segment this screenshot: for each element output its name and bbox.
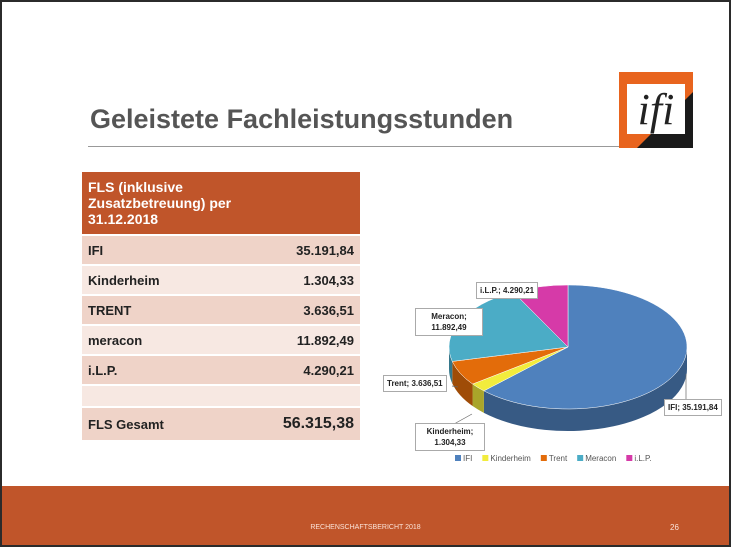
row-value: 56.315,38 (224, 408, 360, 440)
data-label: Kinderheim; 1.304,33 (415, 423, 485, 451)
table-row: IFI 35.191,84 (82, 236, 360, 264)
table-row: Kinderheim 1.304,33 (82, 266, 360, 294)
table-row: FLS Gesamt 56.315,38 (82, 408, 360, 440)
legend-label: Meracon (585, 454, 616, 463)
legend-swatch (540, 455, 547, 461)
footer-text: RECHENSCHAFTSBERICHT 2018 (310, 524, 421, 531)
blank-cell (82, 386, 360, 406)
row-label: meracon (82, 326, 225, 354)
leader-line (451, 385, 459, 388)
slide-title: Geleistete Fachleistungsstunden (90, 104, 514, 134)
logo-panel (627, 84, 685, 134)
row-label: IFI (82, 236, 225, 264)
footer: RECHENSCHAFTSBERICHT 2018 26 (2, 486, 729, 545)
slice-side (452, 361, 473, 407)
logo-text: ifi (638, 85, 675, 134)
table-row: TRENT 3.636,51 (82, 296, 360, 324)
data-label: Meracon; 11.892,49 (415, 308, 483, 336)
page-number: 26 (670, 523, 679, 532)
data-label: i.L.P.; 4.290,21 (476, 282, 539, 299)
title-rule (88, 146, 620, 147)
row-value: 35.191,84 (224, 236, 360, 264)
row-value: 3.636,51 (224, 296, 360, 324)
legend-label: Trent (549, 454, 568, 463)
table-body: FLS (inklusive Zusatzbetreuung) per 31.1… (82, 172, 360, 440)
header-row: FLS (inklusive Zusatzbetreuung) per 31.1… (82, 172, 360, 234)
heading: FLS (inklusive Zusatzbetreuung) per 31.1… (88, 179, 232, 227)
logo: ifi (619, 72, 693, 148)
legend-label: i.L.P. (634, 454, 651, 463)
slice-side (472, 384, 484, 413)
row-label: TRENT (82, 296, 225, 324)
data-table: FLS (inklusive Zusatzbetreuung) per 31.1… (82, 170, 360, 442)
row-label: FLS Gesamt (82, 408, 225, 440)
slice-top (483, 284, 688, 410)
legend-swatch (626, 455, 633, 461)
legend-swatch (577, 455, 584, 461)
data-label: IFI; 35.191,84 (664, 399, 722, 416)
header-cell: FLS (inklusive Zusatzbetreuung) per 31.1… (82, 172, 360, 234)
legend-swatch (482, 455, 489, 461)
table-row: meracon 11.892,49 (82, 326, 360, 354)
row-label: i.L.P. (82, 356, 225, 384)
table-row: i.L.P. 4.290,21 (82, 356, 360, 384)
blank-row (82, 386, 360, 406)
leader-line (453, 413, 473, 425)
legend-label: Kinderheim (490, 454, 531, 463)
row-label: Kinderheim (82, 266, 225, 294)
slice-side (483, 347, 687, 431)
data-label: Trent; 3.636,51 (383, 375, 447, 392)
pie-slice (483, 284, 688, 431)
row-value: 4.290,21 (224, 356, 360, 384)
slice-side (449, 347, 453, 384)
row-value: 1.304,33 (224, 266, 360, 294)
legend-label: IFI (463, 454, 472, 463)
row-value: 11.892,49 (224, 326, 360, 354)
legend-swatch (455, 455, 461, 461)
